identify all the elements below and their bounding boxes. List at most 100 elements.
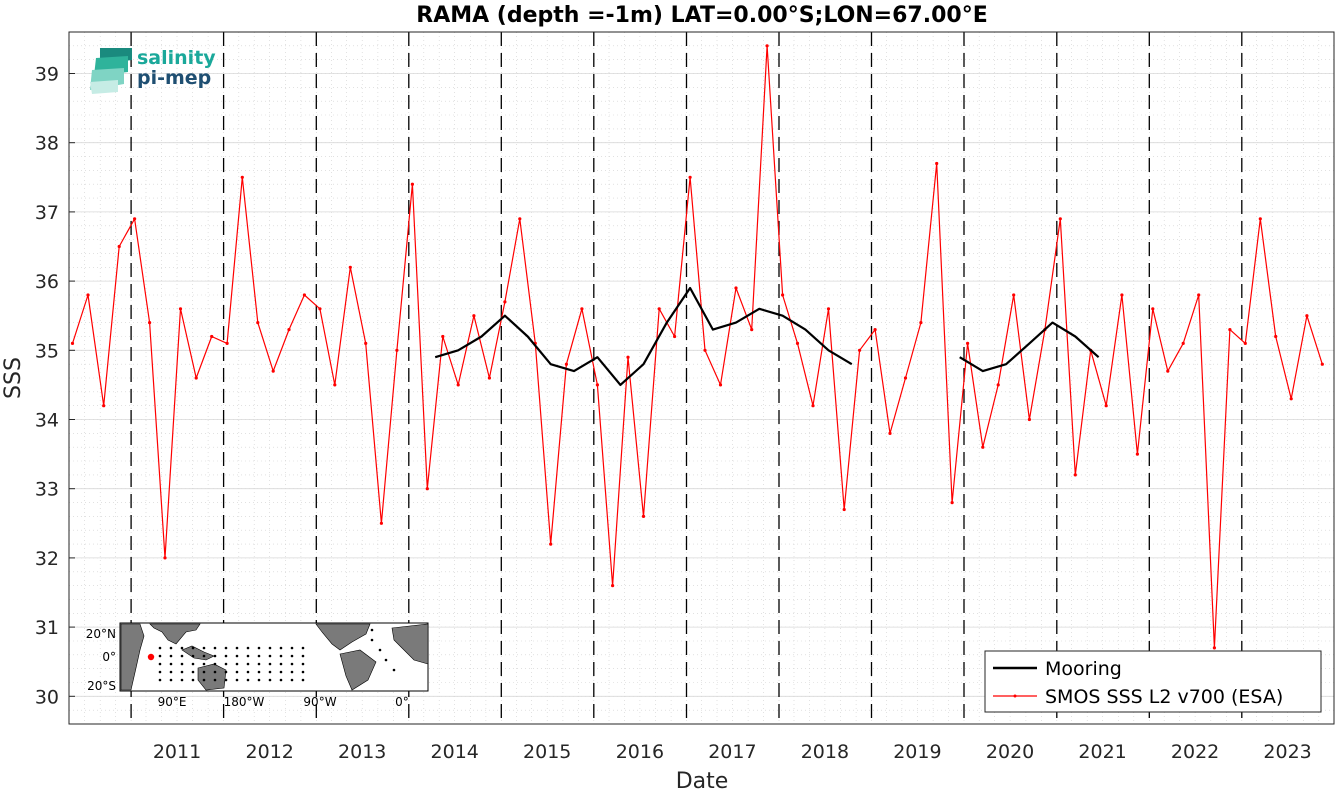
selected-mooring-marker	[147, 653, 155, 661]
mooring-dot	[224, 654, 228, 658]
y-tick-label: 31	[35, 617, 59, 639]
x-tick-label: 2017	[708, 741, 756, 763]
data-point-smos	[1151, 307, 1155, 311]
mooring-dot	[257, 670, 261, 674]
data-point-smos	[641, 514, 646, 519]
mooring-dot	[301, 646, 305, 650]
data-point-smos	[750, 328, 754, 332]
data-point-smos	[425, 487, 429, 491]
data-point-smos	[718, 383, 723, 387]
data-point-smos	[935, 161, 939, 166]
x-tick-label: 2021	[1078, 741, 1126, 763]
mooring-dot	[279, 646, 283, 650]
data-point-smos	[688, 175, 692, 179]
mooring-dot	[268, 662, 272, 666]
y-axis-label: SSS	[1, 357, 26, 399]
chart-title: RAMA (depth =-1m) LAT=0.00°S;LON=67.00°E	[416, 3, 987, 28]
mooring-dot	[191, 678, 195, 682]
inset-map: 20°N 0° 20°S 90°E 180°W 90°W 0°	[86, 622, 429, 709]
data-point-smos	[1166, 369, 1170, 373]
inset-lat-0: 0°	[102, 650, 116, 664]
mooring-dot	[158, 678, 162, 682]
mooring-dot	[213, 662, 217, 666]
mooring-dot	[268, 646, 272, 650]
series-line-mooring	[959, 321, 1100, 373]
x-axis-label: Date	[676, 769, 729, 790]
data-point-smos	[811, 404, 815, 408]
mooring-dot	[169, 646, 173, 650]
mooring-dot	[169, 654, 173, 658]
mooring-dot	[213, 678, 217, 682]
mooring-dot	[191, 646, 195, 650]
plot-area	[68, 31, 1335, 725]
mooring-dot	[290, 654, 294, 658]
inset-lon-0: 0°	[395, 695, 409, 709]
x-tick-label: 2011	[153, 741, 201, 763]
data-point-smos	[826, 307, 831, 311]
data-point-smos	[781, 293, 785, 297]
mooring-dot	[202, 662, 206, 666]
data-point-smos	[302, 293, 306, 297]
data-point-smos	[163, 556, 167, 560]
logo-mark-icon	[90, 48, 132, 94]
mooring-dot	[246, 646, 250, 650]
data-point-smos	[1212, 646, 1216, 650]
mooring-dot	[202, 646, 206, 650]
mooring-dot	[158, 670, 162, 674]
data-point-smos	[1258, 217, 1262, 221]
mooring-dot	[158, 646, 162, 650]
inset-lon-90w: 90°W	[303, 695, 336, 709]
data-point-smos	[919, 321, 923, 325]
data-point-smos	[1120, 293, 1124, 297]
land-south-america	[339, 649, 377, 691]
data-point-smos	[564, 362, 569, 366]
mooring-dot	[180, 670, 184, 674]
mooring-dot	[213, 646, 217, 650]
mooring-dot	[235, 654, 239, 658]
y-tick-label: 32	[35, 548, 59, 570]
logo-line1: salinity	[137, 47, 216, 69]
x-tick-label: 2015	[523, 741, 571, 763]
data-point-smos	[611, 584, 615, 588]
mooring-dot	[235, 670, 239, 674]
mooring-dot	[224, 678, 228, 682]
data-point-smos	[703, 348, 707, 352]
logo-line2: pi-mep	[137, 67, 211, 89]
data-point-smos	[348, 265, 352, 269]
mooring-dot	[301, 678, 305, 682]
land-west-africa	[391, 623, 429, 665]
mooring-dot	[268, 678, 272, 682]
data-point-smos	[410, 182, 414, 186]
mooring-dot	[202, 654, 206, 658]
mooring-dot	[290, 646, 294, 650]
mooring-dot	[213, 654, 217, 658]
mooring-dots	[158, 628, 396, 682]
x-tick-label: 2018	[801, 741, 849, 763]
land-asia	[149, 623, 201, 645]
data-point-smos	[595, 383, 600, 387]
data-point-smos	[1243, 341, 1247, 345]
data-point-smos	[549, 542, 553, 546]
data-point-smos	[333, 383, 337, 387]
legend-swatch-smos-marker	[1013, 694, 1017, 698]
y-tick-label: 34	[35, 410, 59, 432]
data-point-smos	[888, 431, 892, 435]
x-axis: 2011 2012 2013 2014 2015 2016 2017 2018 2019 2020…	[153, 741, 1312, 763]
data-point-smos	[842, 507, 846, 512]
land-africa	[120, 623, 145, 691]
data-point-smos	[86, 293, 90, 297]
y-tick-label: 36	[35, 271, 59, 293]
data-point-smos	[950, 501, 954, 505]
mooring-dot	[290, 662, 294, 666]
inset-lat-20s: 20°S	[87, 679, 116, 693]
data-point-smos	[734, 286, 738, 290]
mooring-dot	[224, 670, 228, 674]
data-point-smos	[133, 217, 137, 221]
mooring-dot	[370, 638, 374, 642]
mooring-dot	[246, 662, 250, 666]
mooring-dot	[279, 670, 283, 674]
mooring-dot	[392, 668, 396, 672]
data-point-smos	[287, 328, 291, 332]
mooring-dot	[169, 678, 173, 682]
salinity-pimep-logo: salinity pi-mep	[90, 47, 216, 94]
